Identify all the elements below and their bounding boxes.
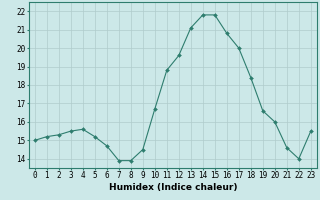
X-axis label: Humidex (Indice chaleur): Humidex (Indice chaleur): [108, 183, 237, 192]
